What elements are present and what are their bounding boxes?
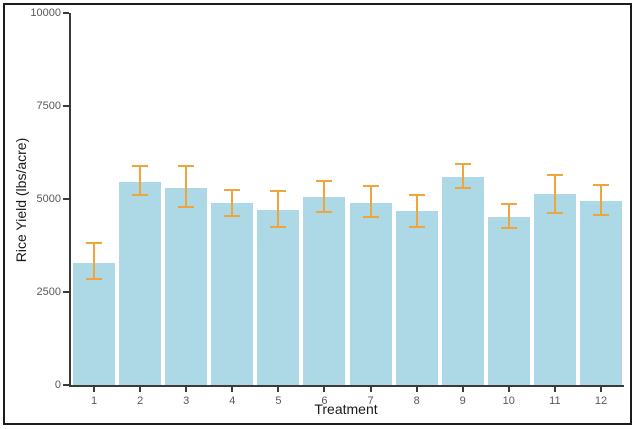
error-bar-line xyxy=(323,181,326,212)
bar-treatment-7 xyxy=(349,202,392,385)
bar-treatment-12 xyxy=(579,200,622,385)
error-bar-cap-lower xyxy=(316,210,333,213)
bar-treatment-8 xyxy=(395,211,438,385)
x-axis-tick-mark xyxy=(553,387,556,392)
bar-treatment-10 xyxy=(487,217,530,385)
x-axis-tick-mark xyxy=(277,387,280,392)
error-bar-cap-upper xyxy=(454,162,471,165)
bar-treatment-3 xyxy=(165,187,208,385)
y-axis-tick-label: 2500 xyxy=(36,286,61,298)
x-axis-tick-mark xyxy=(461,387,464,392)
error-bar-cap-upper xyxy=(546,173,563,176)
y-axis-tick-label: 5000 xyxy=(36,193,61,205)
error-bar-cap-lower xyxy=(178,206,195,209)
bar-treatment-5 xyxy=(257,209,300,385)
x-axis-tick-label-1: 1 xyxy=(90,395,98,407)
error-bar-cap-lower xyxy=(132,194,149,197)
bar-treatment-4 xyxy=(211,203,254,385)
y-axis-tick-label: 7500 xyxy=(36,100,61,112)
error-bar-cap-upper xyxy=(132,165,149,168)
error-bar-cap-upper xyxy=(500,202,517,205)
x-axis-tick-mark xyxy=(507,387,510,392)
x-axis-tick-label-11: 11 xyxy=(549,395,561,407)
error-bar-cap-upper xyxy=(408,193,425,196)
x-axis-tick-label-5: 5 xyxy=(275,395,282,407)
x-axis-tick-label-8: 8 xyxy=(413,395,420,407)
error-bar-cap-upper xyxy=(178,164,195,167)
x-axis-tick-label-9: 9 xyxy=(459,395,466,407)
bar-treatment-6 xyxy=(303,197,346,385)
y-axis-tick-mark xyxy=(63,198,69,200)
bar-treatment-1 xyxy=(73,262,116,385)
error-bar-cap-lower xyxy=(86,277,103,280)
y-axis-tick-mark xyxy=(63,384,69,386)
y-axis-tick-label: 10000 xyxy=(30,7,61,19)
bar-treatment-2 xyxy=(119,182,162,385)
error-bar-line xyxy=(415,194,418,228)
x-axis-tick-mark xyxy=(93,387,96,392)
error-bar-cap-lower xyxy=(454,187,471,190)
error-bar-cap-lower xyxy=(500,227,517,230)
x-axis-title: Treatment xyxy=(314,401,378,417)
error-bar-line xyxy=(231,190,234,217)
error-bar-line xyxy=(185,165,188,208)
plot-area: 0 2500 5000 7500 10000 1 2 3 4 5 6 7 8 9 10 11 12 xyxy=(30,7,624,407)
error-bar-cap-upper xyxy=(362,185,379,188)
error-bar-cap-lower xyxy=(270,225,287,228)
y-axis-tick-mark xyxy=(63,12,69,14)
bar-treatment-9 xyxy=(441,177,484,385)
error-bar-cap-upper xyxy=(270,190,287,193)
y-axis-tick-label: 0 xyxy=(54,379,61,391)
error-bar-line xyxy=(599,184,602,216)
x-axis-tick-mark xyxy=(415,387,418,392)
x-axis-tick-label-10: 10 xyxy=(502,395,515,407)
x-axis-tick-mark xyxy=(323,387,326,392)
error-bar-line xyxy=(139,166,142,196)
error-bar-line xyxy=(553,174,556,214)
error-bar-cap-upper xyxy=(592,183,609,186)
bar-treatment-11 xyxy=(533,193,576,385)
error-bar-line xyxy=(277,191,280,227)
error-bar-cap-lower xyxy=(546,212,563,215)
error-bar-line xyxy=(507,203,510,228)
error-bar-cap-lower xyxy=(362,216,379,219)
y-axis-tick-mark xyxy=(63,291,69,293)
error-bar-line xyxy=(461,163,464,189)
error-bar-cap-lower xyxy=(592,214,609,217)
x-axis-tick-label-3: 3 xyxy=(183,395,190,407)
y-axis-tick-mark xyxy=(63,105,69,107)
x-axis-tick-mark xyxy=(185,387,188,392)
x-axis-tick-label-6: 6 xyxy=(321,395,328,407)
error-bar-cap-lower xyxy=(408,226,425,229)
x-axis-tick-label-4: 4 xyxy=(229,395,236,407)
error-bar-cap-upper xyxy=(316,180,333,183)
error-bar-cap-lower xyxy=(224,215,241,218)
x-axis-tick-label-12: 12 xyxy=(594,395,608,407)
error-bar-line xyxy=(93,243,96,279)
x-axis-tick-label-2: 2 xyxy=(137,395,144,407)
x-axis-tick-mark xyxy=(599,387,602,392)
error-bar-cap-upper xyxy=(86,242,103,245)
error-bar-line xyxy=(369,186,372,218)
error-bar-cap-upper xyxy=(224,189,241,192)
x-axis-tick-mark xyxy=(231,387,234,392)
x-axis-tick-mark xyxy=(369,387,372,392)
x-axis-tick-mark xyxy=(139,387,142,392)
x-axis-tick-label-7: 7 xyxy=(367,395,374,407)
